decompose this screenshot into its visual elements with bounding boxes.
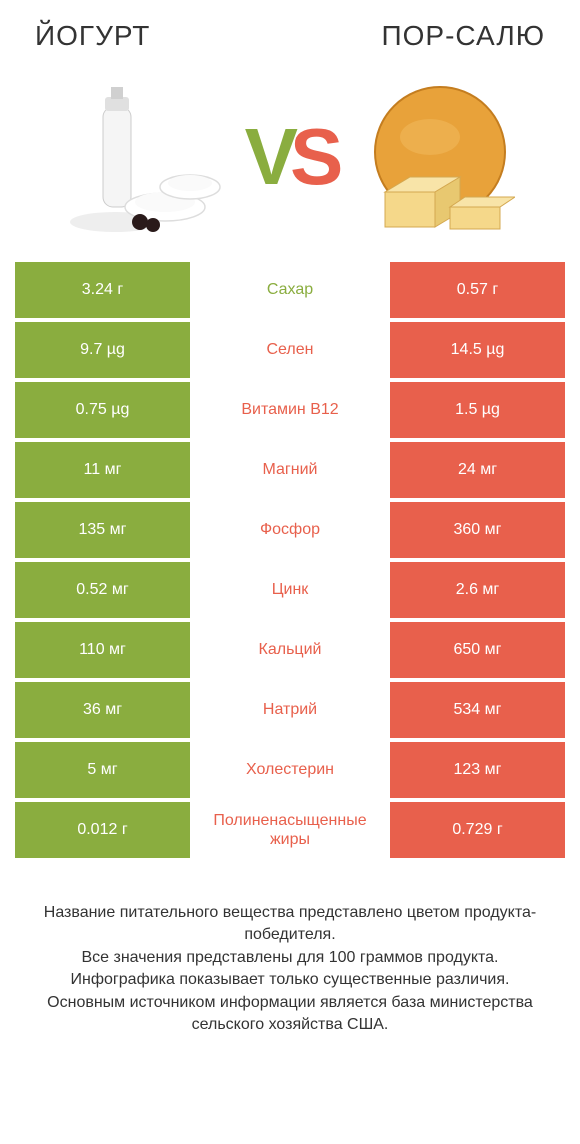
nutrient-name-cell: Селен	[190, 322, 390, 378]
left-value-cell: 0.75 µg	[15, 382, 190, 438]
vs-s-letter: S	[290, 111, 335, 203]
nutrient-name-cell: Натрий	[190, 682, 390, 738]
nutrient-name-cell: Полиненасыщенные жиры	[190, 802, 390, 858]
nutrient-row: 5 мгХолестерин123 мг	[15, 742, 565, 798]
right-value-cell: 0.729 г	[390, 802, 565, 858]
nutrient-row: 9.7 µgСелен14.5 µg	[15, 322, 565, 378]
footer-line-2: Все значения представлены для 100 граммо…	[25, 947, 555, 969]
nutrient-row: 0.75 µgВитамин B121.5 µg	[15, 382, 565, 438]
nutrient-row: 11 мгМагний24 мг	[15, 442, 565, 498]
left-value-cell: 110 мг	[15, 622, 190, 678]
cheese-image	[345, 77, 515, 237]
left-value-cell: 36 мг	[15, 682, 190, 738]
left-value-cell: 135 мг	[15, 502, 190, 558]
comparison-table: 3.24 гСахар0.57 г9.7 µgСелен14.5 µg0.75 …	[15, 262, 565, 862]
right-value-cell: 1.5 µg	[390, 382, 565, 438]
yogurt-icon	[65, 77, 235, 237]
nutrient-row: 0.52 мгЦинк2.6 мг	[15, 562, 565, 618]
vs-label: VS	[245, 111, 336, 203]
footer-line-1: Название питательного вещества представл…	[25, 902, 555, 947]
footer-text: Название питательного вещества представл…	[15, 902, 565, 1036]
nutrient-name-cell: Сахар	[190, 262, 390, 318]
nutrient-row: 36 мгНатрий534 мг	[15, 682, 565, 738]
right-value-cell: 123 мг	[390, 742, 565, 798]
cheese-icon	[345, 77, 515, 237]
left-value-cell: 3.24 г	[15, 262, 190, 318]
vs-v-letter: V	[245, 111, 290, 203]
right-value-cell: 24 мг	[390, 442, 565, 498]
nutrient-name-cell: Кальций	[190, 622, 390, 678]
images-row: VS	[15, 67, 565, 262]
left-value-cell: 5 мг	[15, 742, 190, 798]
right-value-cell: 2.6 мг	[390, 562, 565, 618]
nutrient-name-cell: Магний	[190, 442, 390, 498]
right-value-cell: 0.57 г	[390, 262, 565, 318]
nutrient-row: 135 мгФосфор360 мг	[15, 502, 565, 558]
right-product-title: ПОР-САЛЮ	[382, 20, 545, 52]
right-value-cell: 650 мг	[390, 622, 565, 678]
footer-line-4: Основным источником информации является …	[25, 992, 555, 1037]
left-value-cell: 0.52 мг	[15, 562, 190, 618]
nutrient-row: 110 мгКальций650 мг	[15, 622, 565, 678]
nutrient-row: 3.24 гСахар0.57 г	[15, 262, 565, 318]
right-value-cell: 14.5 µg	[390, 322, 565, 378]
left-value-cell: 11 мг	[15, 442, 190, 498]
nutrient-name-cell: Фосфор	[190, 502, 390, 558]
yogurt-image	[65, 77, 235, 237]
nutrient-name-cell: Холестерин	[190, 742, 390, 798]
footer-line-3: Инфографика показывает только существенн…	[25, 969, 555, 991]
nutrient-name-cell: Цинк	[190, 562, 390, 618]
left-product-title: ЙОГУРТ	[35, 20, 150, 52]
right-value-cell: 360 мг	[390, 502, 565, 558]
left-value-cell: 9.7 µg	[15, 322, 190, 378]
header-row: ЙОГУРТ ПОР-САЛЮ	[15, 20, 565, 67]
nutrient-name-cell: Витамин B12	[190, 382, 390, 438]
nutrient-row: 0.012 гПолиненасыщенные жиры0.729 г	[15, 802, 565, 858]
right-value-cell: 534 мг	[390, 682, 565, 738]
left-value-cell: 0.012 г	[15, 802, 190, 858]
